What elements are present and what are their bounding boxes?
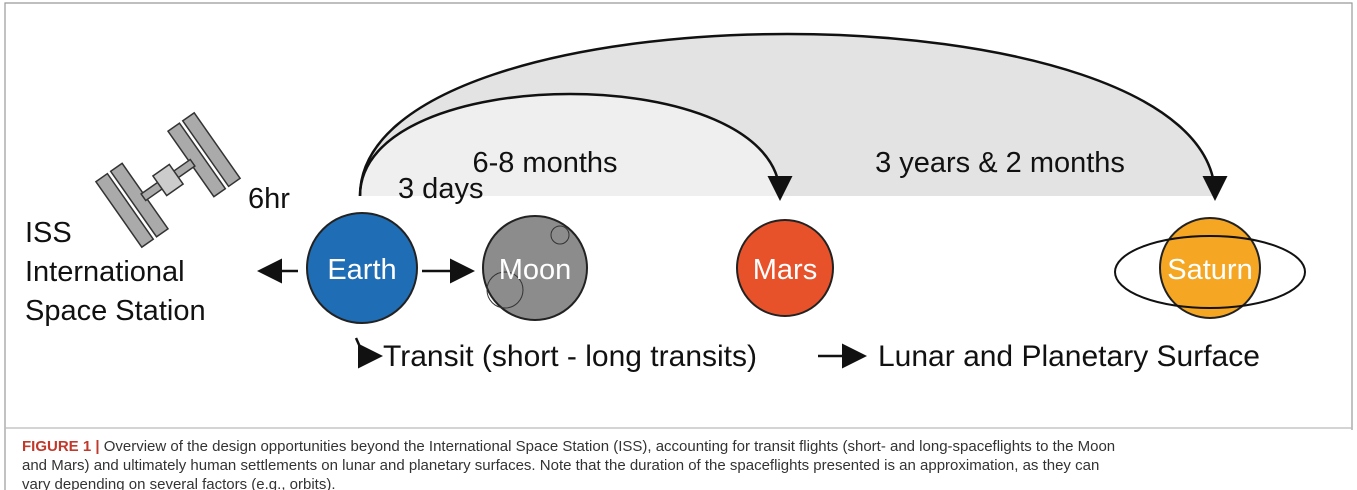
arrow-transit [354,337,383,369]
surface: Lunar and Planetary Surface [878,340,1260,373]
arrow-mars [358,92,793,201]
iss-time: 6hr [248,183,290,215]
caption-line: vary depending on several factors (e.g.,… [22,476,336,490]
mars [736,219,834,317]
body-label: Saturn [1167,254,1252,286]
moon [482,215,588,321]
crater [550,225,570,245]
body-label: Mars [753,254,817,286]
iss-label: Space Station [25,295,206,327]
moon-time: 3 days [398,173,483,205]
arc-mars [360,94,780,196]
caption-text: Overview of the design opportunities bey… [104,438,1115,455]
saturn [1159,217,1261,319]
frame [4,2,1353,490]
body-label: Earth [327,254,396,286]
body-label: Moon [499,254,572,286]
iss-label: ISS [25,217,72,249]
transit: Transit (short - long transits) [383,340,757,373]
duration: 6-8 months [472,147,617,179]
earth [306,212,418,324]
caption-label: FIGURE 1 | [22,438,100,455]
iss-icon [94,111,242,249]
iss-label: International [25,256,185,288]
duration: 3 years & 2 months [875,147,1125,179]
caption-line: FIGURE 1 | Overview of the design opport… [22,438,1115,455]
crater [486,271,524,309]
caption-line: and Mars) and ultimately human settlemen… [22,457,1099,474]
saturn-ring [1114,235,1306,309]
arrow-saturn [358,32,1228,201]
